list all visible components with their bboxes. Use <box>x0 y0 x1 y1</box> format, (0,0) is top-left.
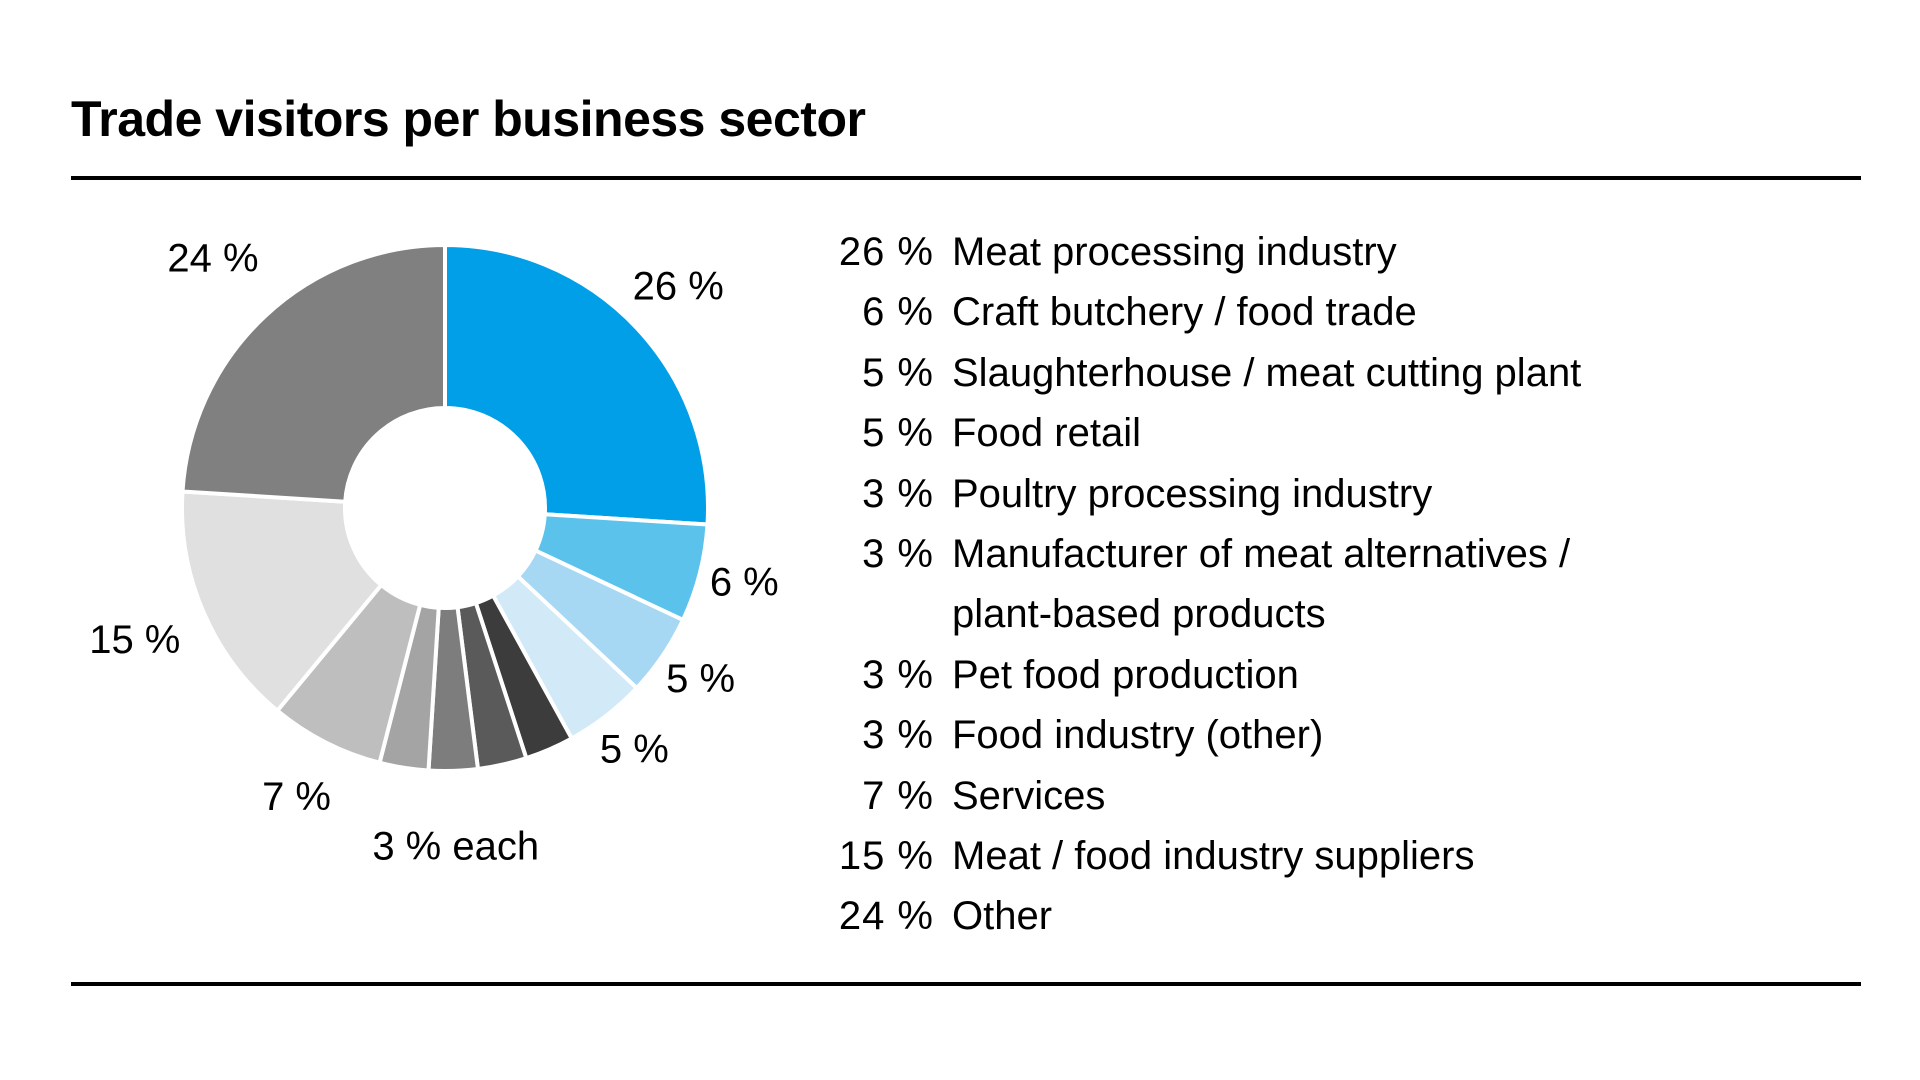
pie-slice <box>180 489 384 713</box>
legend-item: 24 % Other <box>810 886 1850 946</box>
pie-slice <box>443 243 710 527</box>
legend-label: plant-based products <box>952 592 1326 637</box>
legend-item: 3 % Poultry processing industry <box>810 464 1850 524</box>
data-label: 5 % <box>666 657 735 701</box>
pie-slice <box>180 243 447 504</box>
data-label: 15 % <box>89 618 180 662</box>
bottom-rule <box>71 982 1861 986</box>
donut-chart: 26 % 6 % 5 % 5 % 3 % each 7 % 15 % 24 % <box>89 236 779 860</box>
legend-item: 5 % Food retail <box>810 403 1850 463</box>
legend-item: 3 % Food industry (other) <box>810 705 1850 765</box>
legend-percent: 5 % <box>862 411 934 456</box>
legend-percent: 6 % <box>862 290 934 335</box>
legend-label: Other <box>952 894 1053 939</box>
legend-item: 5 % Slaughterhouse / meat cutting plant <box>810 343 1850 403</box>
legend-label: Slaughterhouse / meat cutting plant <box>952 350 1582 395</box>
legend-percent: 26 % <box>838 230 934 274</box>
data-label: 7 % <box>262 775 331 819</box>
legend-label: Manufacturer of meat alternatives / <box>952 532 1571 577</box>
legend-percent: 3 % <box>862 713 934 758</box>
legend-percent: 7 % <box>862 773 934 818</box>
legend-label: Pet food production <box>952 652 1299 697</box>
legend-percent: 15 % <box>838 834 934 879</box>
legend-label: Meat / food industry suppliers <box>952 834 1475 879</box>
data-label: 24 % <box>167 236 258 280</box>
legend-item: 6 % Craft butchery / food trade <box>810 282 1850 342</box>
legend-percent: 3 % <box>862 471 934 516</box>
data-label: 3 % each <box>372 824 539 860</box>
legend-item: 26 % Meat processing industry <box>810 222 1850 282</box>
legend-item: plant-based products <box>810 584 1850 644</box>
data-label: 6 % <box>710 560 779 604</box>
legend-item: 7 % Services <box>810 766 1850 826</box>
legend-label: Food industry (other) <box>952 713 1324 758</box>
data-label: 26 % <box>633 265 724 309</box>
legend-item: 3 % Manufacturer of meat alternatives / <box>810 524 1850 584</box>
legend-label: Food retail <box>952 411 1141 456</box>
legend-item: 15 % Meat / food industry suppliers <box>810 826 1850 886</box>
legend-label: Services <box>952 773 1106 818</box>
top-rule <box>71 176 1861 180</box>
legend-label: Meat processing industry <box>952 230 1397 274</box>
data-label: 5 % <box>600 728 669 772</box>
legend-item: 3 % Pet food production <box>810 645 1850 705</box>
chart-title: Trade visitors per business sector <box>71 91 866 147</box>
legend-label: Craft butchery / food trade <box>952 290 1417 335</box>
legend-label: Poultry processing industry <box>952 471 1433 516</box>
legend-percent: 3 % <box>862 532 934 577</box>
legend-percent: 5 % <box>862 350 934 395</box>
legend-percent: 24 % <box>838 894 934 939</box>
legend: 26 % Meat processing industry 6 % Craft … <box>810 222 1850 947</box>
legend-percent: 3 % <box>862 652 934 697</box>
